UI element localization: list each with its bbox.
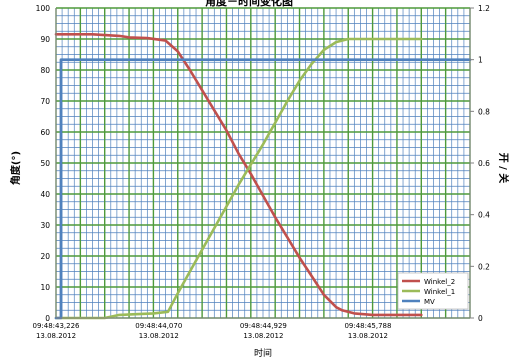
- x-tick-label-date: 13.08.2012: [36, 332, 76, 340]
- y-right-tick-label: 1.2: [478, 4, 490, 13]
- y-axis-right-label: 开 / 关: [497, 153, 510, 184]
- series-line-winkel-2: [54, 32, 423, 317]
- axes: 0 10 20 30 40 50 60 70 80 90 100 0 0.2 0.4 0.6 0.8 1 1.2 0…: [32, 4, 490, 340]
- legend-label: Winkel_2: [424, 278, 455, 286]
- y-left-tick-label: 50: [40, 159, 50, 168]
- x-tick-label-time: 09:48:44,929: [240, 322, 287, 330]
- y-left-tick-label: 90: [40, 35, 50, 44]
- y-left-tick-label: 80: [40, 66, 50, 75]
- y-left-tick-label: 30: [40, 221, 50, 230]
- y-left-tick-label: 100: [36, 4, 51, 13]
- y-left-tick-label: 60: [40, 128, 50, 137]
- legend-label: Winkel_1: [424, 288, 455, 296]
- x-tick-label-time: 09:48:45,788: [344, 322, 391, 330]
- y-left-tick-label: 40: [40, 190, 50, 199]
- legend-label: MV: [424, 298, 435, 306]
- y-right-tick-label: 0.4: [478, 211, 490, 220]
- x-axis-label: 时间: [254, 347, 272, 359]
- y-right-tick-label: 0.2: [478, 262, 490, 271]
- y-left-tick-label: 20: [40, 252, 50, 261]
- y-left-tick-label: 10: [40, 283, 50, 292]
- x-tick-label-time: 09:48:44,070: [135, 322, 182, 330]
- x-tick-label-date: 13.08.2012: [243, 332, 283, 340]
- y-right-tick-label: 0: [478, 314, 483, 323]
- chart-title: 角度－时间变化图: [205, 0, 293, 8]
- y-left-tick-label: 70: [40, 97, 50, 106]
- grid: [55, 7, 471, 319]
- y-right-tick-label: 1: [478, 56, 483, 65]
- x-tick-label-date: 13.08.2012: [139, 332, 179, 340]
- x-tick-label-date: 13.08.2012: [348, 332, 388, 340]
- y-left-tick-label: 0: [45, 314, 50, 323]
- series-line-winkel-1: [54, 37, 423, 320]
- x-tick-label-time: 09:48:43,226: [32, 322, 80, 330]
- y-right-tick-label: 0.8: [478, 107, 490, 116]
- legend: Winkel_2 Winkel_1 MV: [397, 272, 469, 310]
- y-right-tick-label: 0.6: [478, 159, 490, 168]
- y-axis-left-label: 角度(°): [9, 151, 22, 185]
